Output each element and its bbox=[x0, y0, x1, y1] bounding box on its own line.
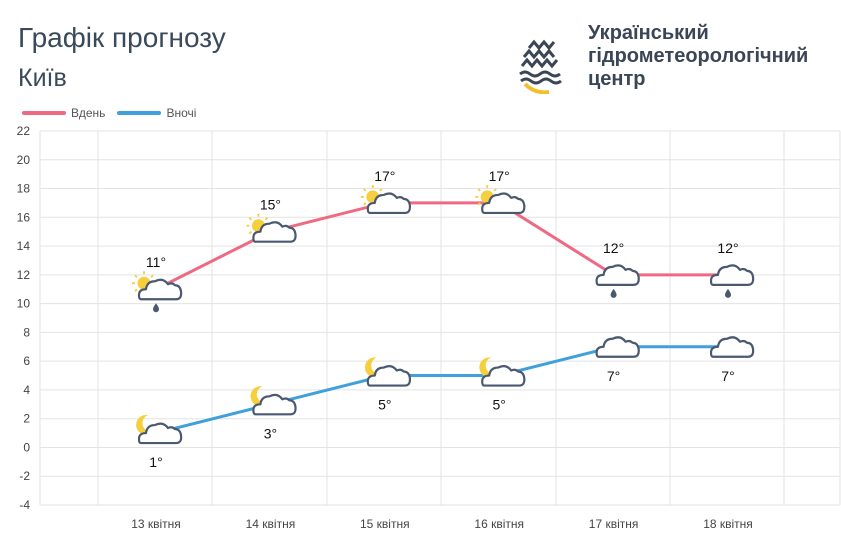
x-tick-label: 17 квітня bbox=[589, 517, 639, 531]
sun-cloud-icon bbox=[245, 212, 297, 243]
x-tick-label: 18 квітня bbox=[703, 517, 753, 531]
y-tick-label: 4 bbox=[23, 383, 30, 397]
x-tick-label: 13 квітня bbox=[131, 517, 181, 531]
cloud-rain-icon bbox=[595, 264, 640, 298]
data-label: 17° bbox=[489, 168, 510, 184]
organization-name-line-3: центр bbox=[588, 68, 646, 90]
data-label: 11° bbox=[146, 254, 166, 270]
data-label: 3° bbox=[264, 425, 277, 441]
y-tick-label: -4 bbox=[19, 498, 30, 512]
legend-swatch-night bbox=[117, 111, 162, 115]
cloud-icon bbox=[595, 336, 640, 358]
data-label: 12° bbox=[603, 240, 624, 256]
y-tick-label: 22 bbox=[17, 124, 31, 138]
y-tick-label: 20 bbox=[17, 153, 31, 167]
y-tick-label: 0 bbox=[23, 440, 30, 454]
legend-swatch-day bbox=[22, 111, 66, 115]
organization-name: Український гідрометеорологічний центр bbox=[588, 22, 808, 91]
sun-cloud-icon bbox=[474, 184, 526, 215]
data-label: 17° bbox=[374, 168, 395, 184]
data-label: 5° bbox=[378, 397, 391, 413]
sun-cloud-rain-icon bbox=[131, 270, 183, 313]
data-label: 1° bbox=[149, 454, 162, 470]
y-tick-label: 8 bbox=[23, 325, 30, 339]
organization-name-line-1: Український bbox=[588, 22, 709, 44]
y-tick-label: 12 bbox=[17, 268, 31, 282]
legend-label-day: Вдень bbox=[71, 106, 106, 120]
chart-title: Графік прогнозу bbox=[18, 22, 226, 53]
sun-cloud-icon bbox=[359, 184, 412, 215]
y-tick-label: -2 bbox=[19, 469, 30, 483]
legend-item-day[interactable]: Вдень bbox=[22, 106, 105, 120]
y-tick-label: 16 bbox=[17, 210, 31, 224]
x-tick-label: 16 квітня bbox=[474, 517, 524, 531]
y-tick-label: 14 bbox=[17, 239, 31, 253]
data-label: 7° bbox=[721, 368, 734, 384]
organization-name-line-2: гідрометеорологічний bbox=[588, 45, 809, 67]
y-tick-label: 10 bbox=[17, 297, 31, 311]
legend-item-night[interactable]: Вночі bbox=[117, 106, 196, 120]
data-label: 5° bbox=[493, 397, 506, 413]
data-label: 15° bbox=[260, 197, 281, 213]
y-tick-label: 2 bbox=[23, 412, 30, 426]
data-label: 7° bbox=[607, 368, 620, 384]
data-label: 12° bbox=[717, 240, 738, 256]
x-tick-label: 14 квітня bbox=[246, 517, 296, 531]
y-tick-label: 6 bbox=[23, 354, 30, 368]
cloud-rain-icon bbox=[709, 264, 755, 298]
legend-label-night: Вночі bbox=[166, 106, 197, 120]
y-tick-label: 18 bbox=[17, 182, 31, 196]
ukrhydromet-logo-icon bbox=[515, 24, 569, 99]
city-name: Київ bbox=[18, 64, 67, 92]
chart-legend: Вдень Вночі bbox=[22, 106, 208, 120]
x-tick-label: 15 квітня bbox=[360, 517, 410, 531]
cloud-icon bbox=[709, 336, 755, 358]
grid-lines bbox=[39, 130, 841, 506]
